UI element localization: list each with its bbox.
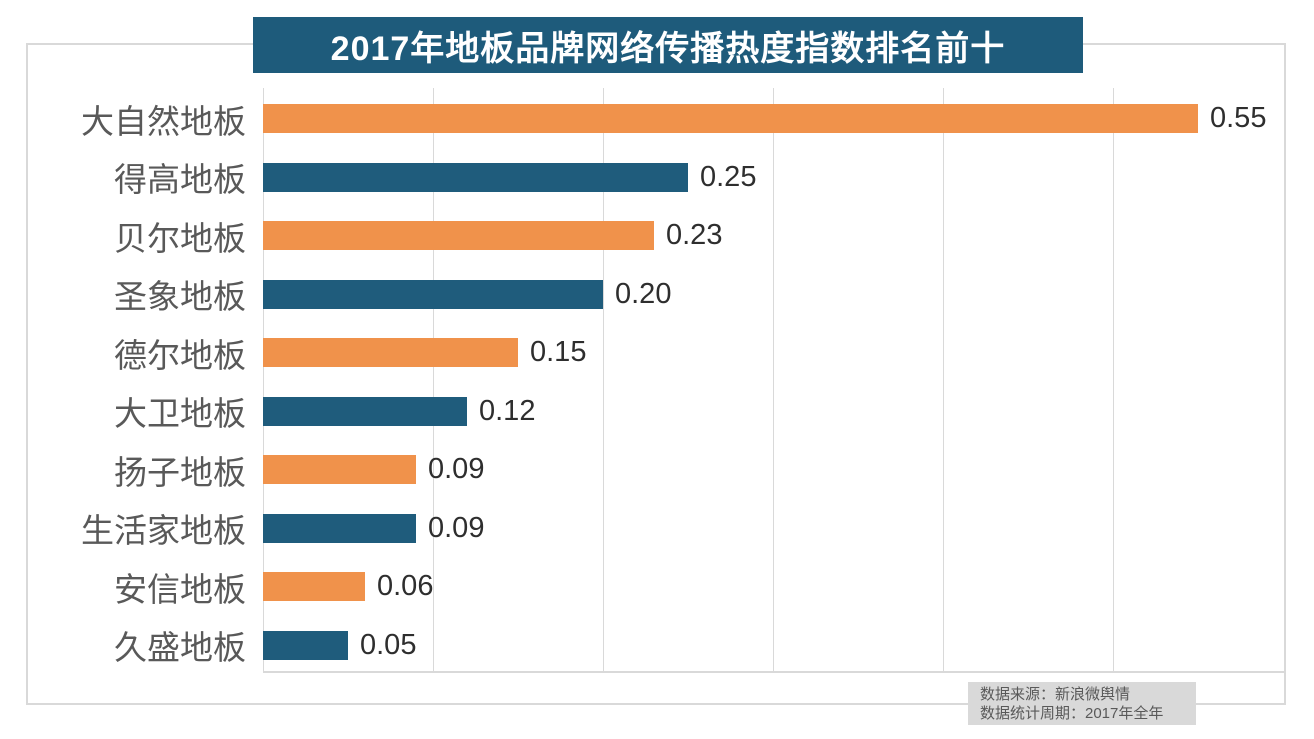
category-label: 生活家地板	[81, 512, 246, 549]
value-label: 0.06	[377, 570, 434, 602]
value-label: 0.09	[428, 511, 485, 544]
bar-row: 扬子地板 0.09	[0, 440, 1314, 499]
chart-frame	[26, 43, 1286, 705]
category-label: 扬子地板	[114, 453, 246, 491]
bar-row: 安信地板 0.06	[0, 557, 1314, 616]
bar	[263, 104, 1198, 133]
category-label: 圣象地板	[114, 278, 246, 315]
bar-row: 贝尔地板 0.23	[0, 206, 1314, 265]
bar	[263, 396, 467, 426]
bar	[263, 630, 348, 660]
value-label: 0.20	[615, 277, 672, 310]
bar-row: 生活家地板 0.09	[0, 499, 1314, 558]
bar	[263, 513, 416, 543]
gridline	[263, 88, 264, 673]
gridline	[433, 88, 434, 673]
value-label: 0.15	[530, 336, 587, 368]
source-line: 数据来源：新浪微舆情	[980, 686, 1131, 703]
value-label: 0.55	[1210, 102, 1267, 134]
bar	[263, 221, 654, 250]
category-label: 德尔地板	[114, 336, 246, 374]
bar-row: 圣象地板 0.20	[0, 265, 1314, 324]
category-label: 贝尔地板	[114, 219, 246, 257]
bar-row: 久盛地板 0.05	[0, 616, 1314, 675]
x-axis-line	[263, 671, 1286, 673]
value-label: 0.05	[360, 628, 417, 661]
bar	[263, 279, 603, 309]
value-label: 0.09	[428, 453, 485, 485]
gridline	[773, 88, 774, 673]
value-label: 0.23	[666, 219, 723, 251]
bar	[263, 338, 518, 367]
gridline	[1113, 88, 1114, 673]
category-label: 大卫地板	[114, 395, 246, 432]
bar	[263, 455, 416, 484]
chart-title: 2017年地板品牌网络传播热度指数排名前十	[330, 29, 1006, 68]
bar	[263, 572, 365, 601]
gridline	[603, 88, 604, 673]
source-note-box: 数据来源：新浪微舆情 数据统计周期：2017年全年	[968, 682, 1196, 725]
plot-area	[263, 88, 1286, 673]
gridline	[943, 88, 944, 673]
value-label: 0.25	[700, 160, 757, 193]
category-label: 得高地板	[114, 161, 246, 198]
category-label: 大自然地板	[81, 102, 246, 140]
value-label: 0.12	[479, 394, 536, 427]
bar	[263, 162, 688, 192]
category-label: 久盛地板	[114, 629, 246, 666]
bar-row: 得高地板 0.25	[0, 148, 1314, 207]
category-label: 安信地板	[114, 570, 246, 608]
period-line: 数据统计周期：2017年全年	[980, 705, 1164, 722]
bar-row: 大自然地板 0.55	[0, 89, 1314, 148]
bar-row: 德尔地板 0.15	[0, 323, 1314, 382]
chart-title-banner: 2017年地板品牌网络传播热度指数排名前十	[253, 17, 1083, 73]
bar-row: 大卫地板 0.12	[0, 382, 1314, 441]
